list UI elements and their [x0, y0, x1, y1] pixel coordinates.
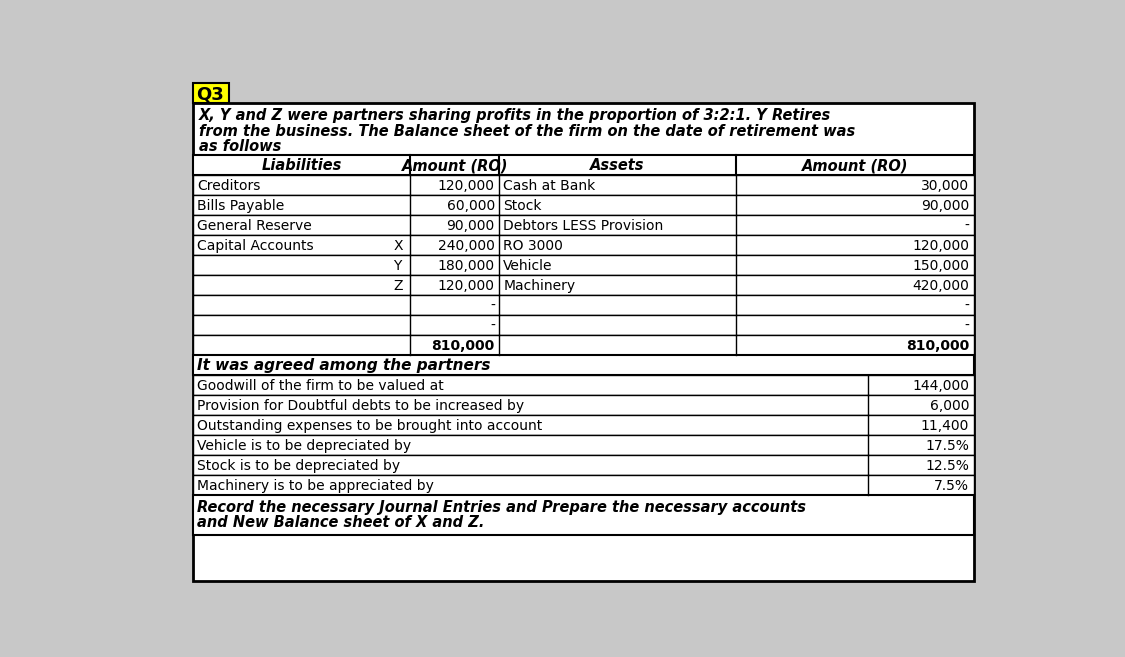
Text: Creditors: Creditors [197, 179, 261, 193]
Text: 90,000: 90,000 [921, 199, 969, 213]
Text: 60,000: 60,000 [447, 199, 495, 213]
Text: as follows: as follows [199, 139, 281, 154]
Text: Stock is to be depreciated by: Stock is to be depreciated by [197, 459, 400, 473]
Text: 12.5%: 12.5% [925, 459, 969, 473]
Text: 144,000: 144,000 [912, 379, 969, 393]
Text: 120,000: 120,000 [438, 279, 495, 293]
Bar [193, 255, 974, 275]
Text: 240,000: 240,000 [438, 239, 495, 253]
Bar [193, 195, 974, 215]
Text: X: X [394, 239, 403, 253]
Text: Record the necessary Journal Entries and Prepare the necessary accounts: Record the necessary Journal Entries and… [197, 500, 807, 515]
Bar [193, 355, 974, 375]
Text: Amount (RO): Amount (RO) [802, 158, 908, 173]
Bar [193, 215, 974, 235]
Text: 11,400: 11,400 [920, 419, 969, 433]
Text: 90,000: 90,000 [447, 219, 495, 233]
Text: from the business. The Balance sheet of the firm on the date of retirement was: from the business. The Balance sheet of … [199, 124, 855, 139]
Text: -: - [964, 219, 969, 233]
Bar [193, 102, 974, 581]
Text: -: - [964, 299, 969, 313]
Text: Vehicle is to be depreciated by: Vehicle is to be depreciated by [197, 439, 412, 453]
Text: Bills Payable: Bills Payable [197, 199, 285, 213]
Bar [193, 415, 974, 436]
Text: 420,000: 420,000 [912, 279, 969, 293]
Bar [193, 175, 974, 195]
Bar [193, 396, 974, 415]
Text: 7.5%: 7.5% [934, 479, 969, 493]
Bar [193, 495, 974, 535]
Text: Y: Y [394, 259, 402, 273]
Bar [193, 315, 974, 335]
Text: Q3: Q3 [197, 85, 224, 103]
Text: Stock: Stock [503, 199, 542, 213]
Bar [193, 455, 974, 476]
Text: 120,000: 120,000 [912, 239, 969, 253]
Text: 810,000: 810,000 [432, 339, 495, 353]
Text: 150,000: 150,000 [912, 259, 969, 273]
Bar [193, 476, 974, 495]
Bar [193, 155, 974, 175]
Text: Amount (RO): Amount (RO) [402, 158, 508, 173]
Text: Machinery is to be appreciated by: Machinery is to be appreciated by [197, 479, 434, 493]
Text: X, Y and Z were partners sharing profits in the proportion of 3:2:1. Y Retires: X, Y and Z were partners sharing profits… [199, 108, 831, 123]
Text: Z: Z [394, 279, 403, 293]
Bar [193, 235, 974, 255]
Text: Machinery: Machinery [503, 279, 576, 293]
Text: 17.5%: 17.5% [925, 439, 969, 453]
Text: 180,000: 180,000 [438, 259, 495, 273]
Text: Cash at Bank: Cash at Bank [503, 179, 595, 193]
Bar [193, 375, 974, 396]
Text: Outstanding expenses to be brought into account: Outstanding expenses to be brought into … [197, 419, 542, 433]
Text: 120,000: 120,000 [438, 179, 495, 193]
Text: Goodwill of the firm to be valued at: Goodwill of the firm to be valued at [197, 379, 444, 393]
Text: 30,000: 30,000 [921, 179, 969, 193]
Text: RO 3000: RO 3000 [503, 239, 564, 253]
Bar [193, 83, 229, 102]
Text: Assets: Assets [591, 158, 645, 173]
Text: General Reserve: General Reserve [197, 219, 312, 233]
Text: 810,000: 810,000 [906, 339, 969, 353]
Text: Liabilities: Liabilities [262, 158, 342, 173]
Text: Provision for Doubtful debts to be increased by: Provision for Doubtful debts to be incre… [197, 399, 524, 413]
Bar [193, 436, 974, 455]
Text: -: - [964, 319, 969, 333]
Text: Vehicle: Vehicle [503, 259, 552, 273]
Text: Debtors LESS Provision: Debtors LESS Provision [503, 219, 664, 233]
Bar [193, 335, 974, 355]
Bar [193, 295, 974, 315]
Text: and New Balance sheet of X and Z.: and New Balance sheet of X and Z. [197, 516, 485, 530]
Text: It was agreed among the partners: It was agreed among the partners [197, 358, 490, 373]
Bar [193, 275, 974, 295]
Text: -: - [489, 319, 495, 333]
Text: Capital Accounts: Capital Accounts [197, 239, 314, 253]
Text: -: - [489, 299, 495, 313]
Text: 6,000: 6,000 [929, 399, 969, 413]
